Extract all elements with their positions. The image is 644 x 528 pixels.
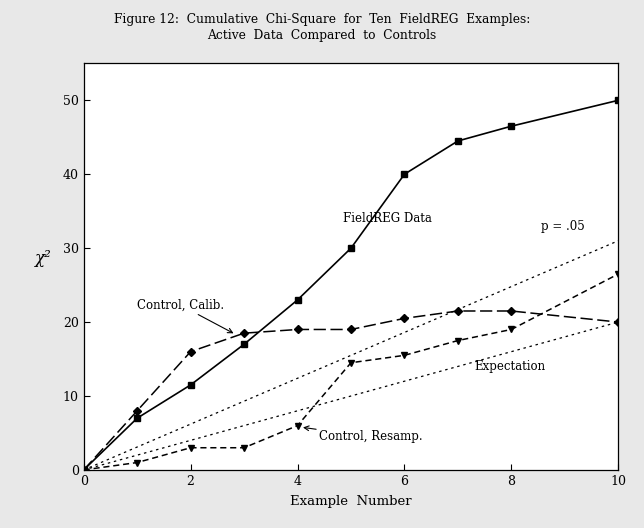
Text: FieldREG Data: FieldREG Data	[343, 212, 432, 225]
Text: p = .05: p = .05	[541, 220, 585, 233]
X-axis label: Example  Number: Example Number	[290, 495, 412, 508]
Text: Control, Resamp.: Control, Resamp.	[304, 426, 422, 444]
Text: Control, Calib.: Control, Calib.	[137, 299, 232, 333]
Text: Figure 12:  Cumulative  Chi-Square  for  Ten  FieldREG  Examples:: Figure 12: Cumulative Chi-Square for Ten…	[114, 13, 530, 26]
Text: Active  Data  Compared  to  Controls: Active Data Compared to Controls	[207, 29, 437, 42]
Y-axis label: χ²: χ²	[35, 250, 52, 267]
Text: Expectation: Expectation	[474, 360, 545, 373]
